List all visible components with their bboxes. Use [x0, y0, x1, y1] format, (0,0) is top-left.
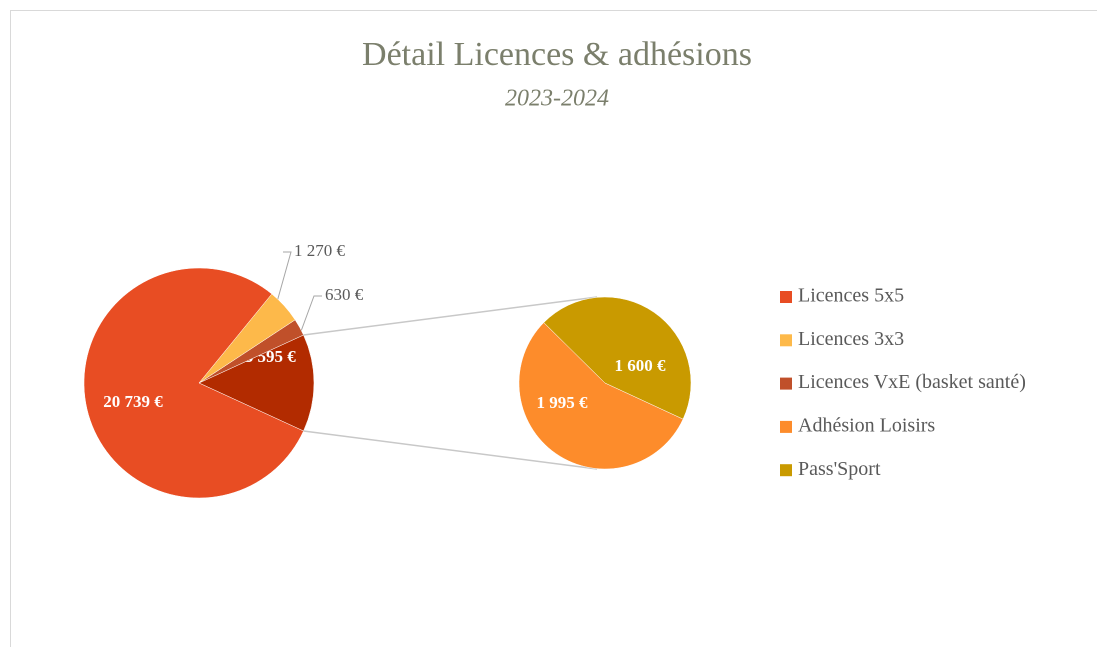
data-label: 630 €: [325, 285, 364, 304]
chart-title: Détail Licences & adhésions: [362, 36, 752, 73]
leader-line: [300, 296, 322, 334]
legend-label: Adhésion Loisirs: [798, 414, 935, 436]
legend-swatch: [780, 378, 792, 390]
legend-swatch: [780, 421, 792, 433]
data-label: 1 995 €: [537, 393, 589, 412]
legend-swatch: [780, 464, 792, 476]
data-label: 20 739 €: [103, 392, 163, 411]
legend-label: Licences VxE (basket santé): [798, 371, 1026, 393]
legend-swatch: [780, 334, 792, 346]
data-label: 1 600 €: [615, 356, 667, 375]
legend-swatch: [780, 291, 792, 303]
legend-label: Licences 5x5: [798, 285, 904, 307]
chart-subtitle: 2023-2024: [505, 86, 609, 112]
data-label: 1 270 €: [294, 241, 346, 260]
legend-label: Pass'Sport: [798, 458, 881, 480]
legend-label: Licences 3x3: [798, 328, 904, 350]
leader-line: [277, 252, 291, 302]
